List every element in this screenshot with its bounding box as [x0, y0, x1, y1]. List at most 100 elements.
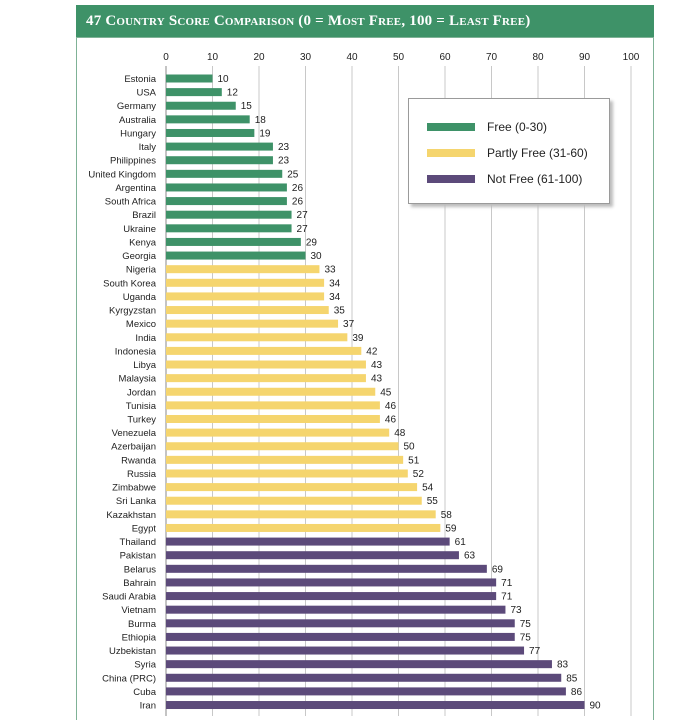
category-label-kyrgyzstan: Kyrgyzstan	[109, 306, 156, 317]
bar-nigeria	[166, 265, 320, 274]
value-label-burma: 75	[520, 619, 532, 630]
value-label-south-africa: 26	[292, 197, 304, 208]
category-label-libya: Libya	[133, 360, 156, 371]
frame-top-border	[76, 37, 654, 38]
category-label-russia: Russia	[127, 469, 157, 480]
x-tick-label-40: 40	[346, 52, 358, 63]
value-label-uganda: 34	[329, 292, 341, 303]
value-label-georgia: 30	[311, 251, 323, 262]
category-label-italy: Italy	[139, 142, 157, 153]
legend-item-partly-free: Partly Free (31-60)	[427, 146, 588, 160]
value-label-australia: 18	[255, 115, 267, 126]
value-label-libya: 43	[371, 360, 383, 371]
value-label-vietnam: 73	[510, 605, 522, 616]
category-label-thailand: Thailand	[120, 537, 156, 548]
bar-zimbabwe	[166, 483, 418, 492]
bar-jordan	[166, 387, 376, 396]
value-label-rwanda: 51	[408, 455, 420, 466]
bar-azerbaijan	[166, 442, 399, 451]
value-label-sri-lanka: 55	[427, 496, 439, 507]
value-label-india: 39	[352, 333, 364, 344]
bar-georgia	[166, 251, 306, 260]
bar-estonia	[166, 74, 213, 83]
legend-item-free: Free (0-30)	[427, 120, 547, 134]
value-label-kyrgyzstan: 35	[334, 306, 346, 317]
bar-pakistan	[166, 551, 459, 560]
value-label-germany: 15	[241, 101, 253, 112]
category-label-syria: Syria	[134, 660, 156, 671]
category-label-bahrain: Bahrain	[123, 578, 156, 589]
bar-mexico	[166, 319, 339, 328]
category-label-egypt: Egypt	[132, 523, 157, 534]
bar-germany	[166, 101, 236, 110]
bar-malaysia	[166, 374, 366, 383]
category-label-saudi-arabia: Saudi Arabia	[102, 592, 157, 603]
category-label-united-kingdom: United Kingdom	[88, 169, 156, 180]
bar-cuba	[166, 687, 566, 696]
category-label-indonesia: Indonesia	[115, 346, 157, 357]
value-label-ethiopia: 75	[520, 632, 532, 643]
bar-saudi-arabia	[166, 592, 497, 601]
value-label-egypt: 59	[445, 523, 457, 534]
value-label-syria: 83	[557, 660, 569, 671]
x-tick-label-60: 60	[439, 52, 451, 63]
value-label-uzbekistan: 77	[529, 646, 541, 657]
x-tick-label-30: 30	[300, 52, 312, 63]
category-label-nigeria: Nigeria	[126, 265, 157, 276]
bar-china-prc	[166, 673, 562, 682]
category-label-cuba: Cuba	[133, 687, 156, 698]
value-label-indonesia: 42	[366, 346, 378, 357]
category-label-turkey: Turkey	[127, 415, 156, 426]
category-label-tunisia: Tunisia	[126, 401, 157, 412]
bar-bahrain	[166, 578, 497, 587]
category-label-uzbekistan: Uzbekistan	[109, 646, 156, 657]
bar-belarus	[166, 564, 487, 573]
category-label-mexico: Mexico	[126, 319, 156, 330]
category-label-burma: Burma	[128, 619, 157, 630]
bar-brazil	[166, 210, 292, 219]
value-label-philippines: 23	[278, 156, 290, 167]
x-tick-label-0: 0	[163, 52, 169, 63]
value-label-mexico: 37	[343, 319, 355, 330]
frame-left-border	[76, 37, 77, 720]
value-label-belarus: 69	[492, 564, 504, 575]
bar-rwanda	[166, 455, 404, 464]
value-label-nigeria: 33	[324, 265, 336, 276]
category-label-malaysia: Malaysia	[119, 374, 157, 385]
bar-kenya	[166, 237, 301, 246]
value-label-saudi-arabia: 71	[501, 592, 513, 603]
bar-italy	[166, 142, 273, 151]
x-tick-label-70: 70	[486, 52, 498, 63]
value-label-thailand: 61	[455, 537, 467, 548]
value-label-malaysia: 43	[371, 374, 383, 385]
value-label-kazakhstan: 58	[441, 510, 453, 521]
bar-ukraine	[166, 224, 292, 233]
legend: Free (0-30) Partly Free (31-60) Not Free…	[408, 98, 610, 204]
bar-south-korea	[166, 278, 325, 287]
bar-libya	[166, 360, 366, 369]
category-label-uganda: Uganda	[123, 292, 157, 303]
category-label-pakistan: Pakistan	[120, 551, 156, 562]
x-tick-label-50: 50	[393, 52, 405, 63]
category-label-hungary: Hungary	[120, 128, 156, 139]
category-label-south-africa: South Africa	[105, 197, 157, 208]
value-label-china-prc: 85	[566, 673, 578, 684]
bar-iran	[166, 701, 585, 710]
category-label-georgia: Georgia	[122, 251, 157, 262]
legend-label-not-free: Not Free (61-100)	[487, 172, 583, 186]
category-label-jordan: Jordan	[127, 387, 156, 398]
category-label-india: India	[135, 333, 156, 344]
category-label-argentina: Argentina	[115, 183, 156, 194]
bar-hungary	[166, 128, 255, 137]
value-label-iran: 90	[590, 701, 602, 712]
bar-sri-lanka	[166, 496, 422, 505]
category-label-kazakhstan: Kazakhstan	[106, 510, 156, 521]
category-label-germany: Germany	[117, 101, 156, 112]
bar-united-kingdom	[166, 169, 283, 178]
bar-vietnam	[166, 605, 506, 614]
bar-uzbekistan	[166, 646, 525, 655]
value-label-bahrain: 71	[501, 578, 513, 589]
category-label-australia: Australia	[119, 115, 157, 126]
value-label-south-korea: 34	[329, 278, 341, 289]
value-label-russia: 52	[413, 469, 425, 480]
